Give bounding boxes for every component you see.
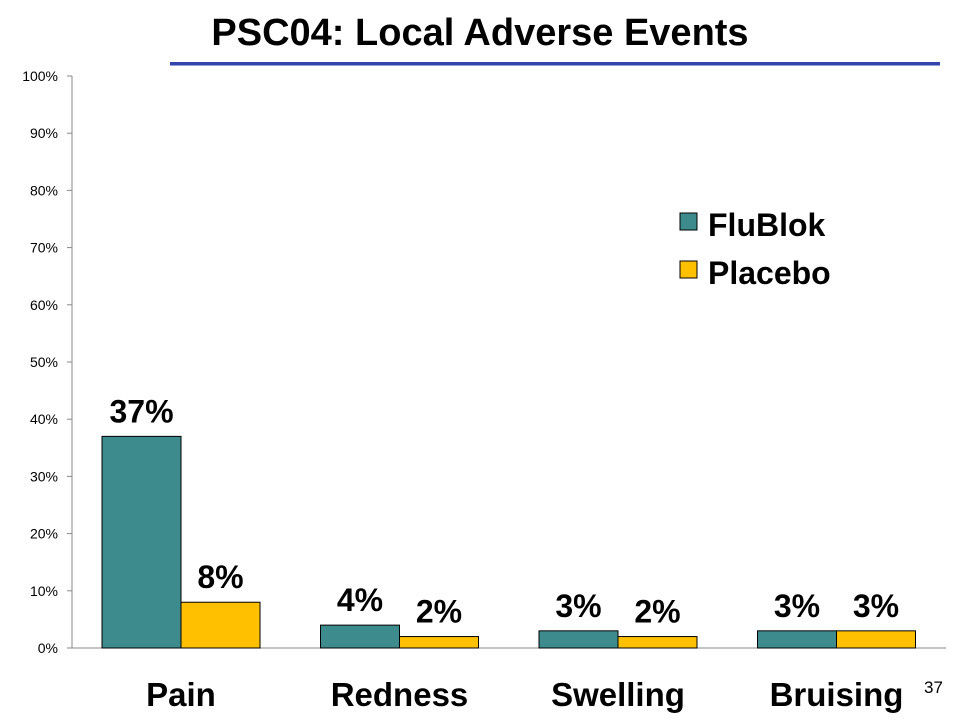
legend-swatch-placebo (679, 260, 698, 279)
data-label: 4% (337, 582, 383, 618)
y-tick-label: 100% (22, 68, 58, 84)
data-label: 2% (416, 594, 462, 630)
y-tick-label: 0% (38, 640, 58, 656)
legend-swatch-flublok (679, 212, 698, 231)
slide-title: PSC04: Local Adverse Events (211, 12, 749, 54)
data-label: 3% (853, 588, 899, 624)
y-tick-label: 50% (30, 354, 58, 370)
bar-placebo-bruising (836, 630, 916, 649)
slide-number: 37 (924, 678, 943, 697)
bar-flublok-swelling (538, 630, 619, 649)
data-label: 37% (109, 393, 173, 429)
y-tick-label: 20% (30, 526, 58, 542)
y-tick-label: 10% (30, 583, 58, 599)
bar-flublok-pain (101, 435, 182, 649)
y-tick-label: 70% (30, 240, 58, 256)
x-category-label: Swelling (551, 676, 685, 713)
x-category-label: Bruising (770, 676, 904, 713)
bar-placebo-swelling (617, 636, 698, 649)
y-tick-label: 90% (30, 125, 58, 141)
y-tick-label: 40% (30, 411, 58, 427)
title-underline (170, 62, 940, 65)
bar-flublok-redness (320, 624, 400, 649)
data-label: 2% (634, 594, 680, 630)
bar-placebo-pain (180, 601, 261, 649)
y-tick-label: 60% (30, 297, 58, 313)
legend-label-placebo: Placebo (708, 255, 831, 291)
y-tick-label: 30% (30, 468, 58, 484)
legend-label-flublok: FluBlok (708, 207, 826, 243)
bar-placebo-redness (399, 636, 479, 649)
data-label: 8% (197, 559, 243, 595)
x-category-label: Pain (146, 676, 216, 713)
x-category-label: Redness (331, 676, 469, 713)
data-label: 3% (555, 588, 601, 624)
data-label: 3% (774, 588, 820, 624)
bar-flublok-bruising (757, 630, 837, 649)
title-underline-highlight (170, 65, 940, 66)
y-tick-label: 80% (30, 182, 58, 198)
